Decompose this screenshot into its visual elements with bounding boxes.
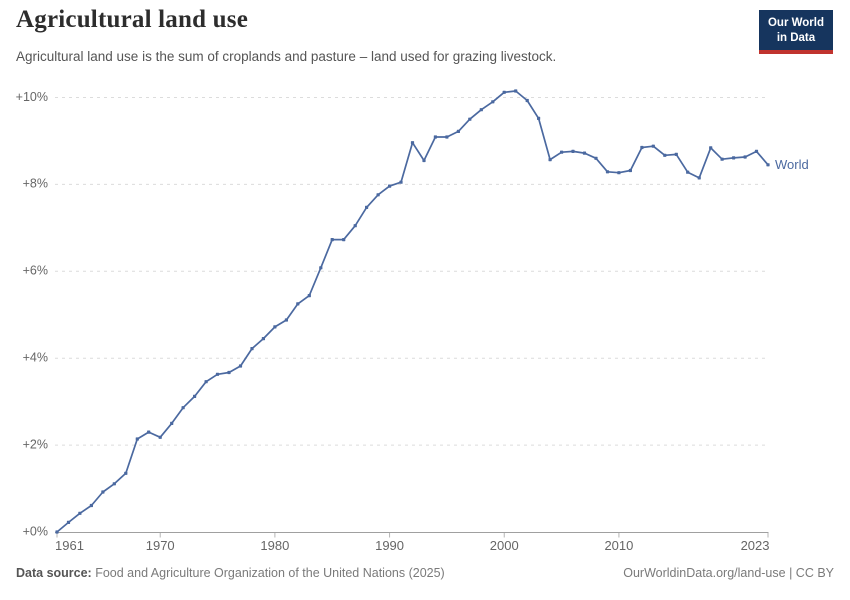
footer-separator: |	[785, 566, 796, 580]
chart-subtitle: Agricultural land use is the sum of crop…	[16, 49, 557, 64]
data-source[interactable]: Data source: Food and Agriculture Organi…	[16, 566, 445, 580]
chart-footer: Data source: Food and Agriculture Organi…	[16, 566, 834, 580]
svg-text:+2%: +2%	[23, 437, 48, 451]
x-axis-ticks: 1961 1970 1980 1990 2000 2010 2023	[55, 533, 770, 553]
svg-text:+0%: +0%	[23, 524, 48, 538]
svg-text:+4%: +4%	[23, 350, 48, 364]
svg-text:+6%: +6%	[23, 264, 48, 278]
page-title: Agricultural land use	[16, 6, 248, 33]
owid-logo[interactable]: Our World in Data	[758, 10, 833, 54]
logo-line1: Our World	[767, 17, 824, 29]
world-line-markers	[55, 89, 770, 534]
footer-links: OurWorldinData.org/land-use | CC BY	[623, 566, 834, 580]
world-line-series[interactable]	[56, 90, 769, 533]
svg-text:2000: 2000	[490, 538, 519, 553]
data-source-label: Data source:	[16, 566, 92, 580]
logo-line2: in Data	[776, 31, 816, 44]
data-source-text: Food and Agriculture Organization of the…	[91, 566, 445, 580]
svg-text:1961: 1961	[55, 538, 84, 553]
svg-text:1990: 1990	[375, 538, 404, 553]
license-link[interactable]: CC BY	[795, 566, 834, 580]
y-axis-labels: +0% +2% +4% +6% +8% +10%	[16, 90, 48, 539]
svg-text:1970: 1970	[146, 538, 175, 553]
svg-text:2023: 2023	[741, 538, 770, 553]
svg-text:2010: 2010	[604, 538, 633, 553]
owid-url-link[interactable]: OurWorldinData.org/land-use	[623, 566, 786, 580]
series-label-world[interactable]: World	[775, 157, 809, 172]
y-gridlines	[55, 97, 769, 446]
svg-text:+10%: +10%	[16, 90, 48, 104]
svg-text:+8%: +8%	[23, 177, 48, 191]
svg-text:1980: 1980	[260, 538, 289, 553]
